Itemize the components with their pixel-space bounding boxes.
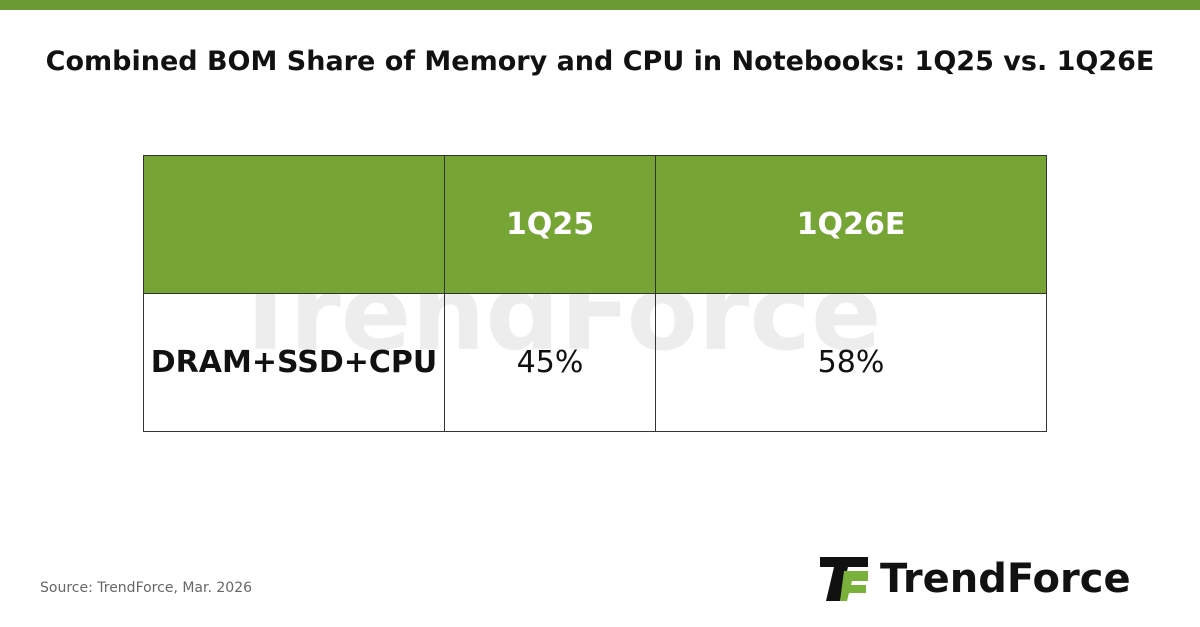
cell: 58% (655, 293, 1047, 432)
header-row: 1Q25 1Q26E (143, 155, 1047, 294)
top-bar (0, 0, 1200, 10)
header-cell: 1Q25 (444, 155, 656, 294)
source: Source: TrendForce, Mar. 2026 (40, 580, 253, 596)
logo-text: TrendForce (880, 556, 1131, 602)
logo: TrendForce (818, 553, 1131, 605)
header-cell: 1Q26E (655, 155, 1047, 294)
logo-icon (820, 557, 868, 601)
body-row: DRAM+SSD+CPU 45% 58% (143, 293, 1047, 432)
table: 1Q25 1Q26E DRAM+SSD+CPU 45% 58% (143, 155, 1047, 432)
cell: 45% (444, 293, 656, 432)
row-label: DRAM+SSD+CPU (143, 293, 445, 432)
title: Combined BOM Share of Memory and CPU in … (45, 46, 1155, 77)
corner-cell (143, 155, 445, 294)
